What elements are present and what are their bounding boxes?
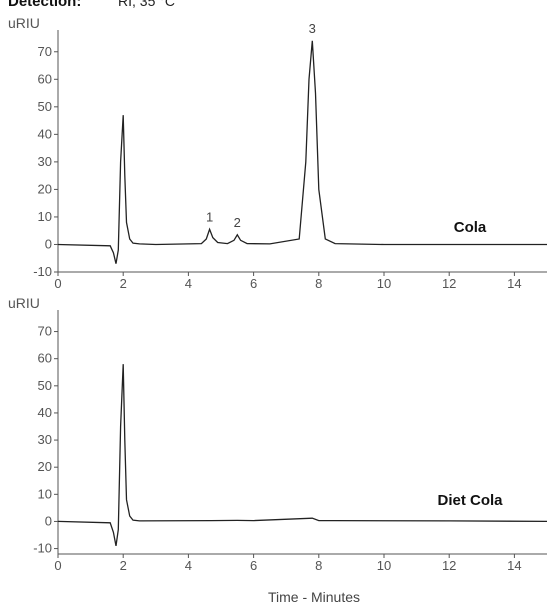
y-tick-label: -10 [33, 541, 52, 556]
x-tick-label: 14 [507, 558, 521, 573]
y-axis-unit-label: uRIU [8, 15, 40, 31]
y-tick-label: 20 [38, 181, 52, 196]
x-tick-label: 10 [377, 558, 391, 573]
y-axis-unit-label: uRIU [8, 295, 40, 311]
y-tick-label: 40 [38, 405, 52, 420]
y-tick-label: 60 [38, 351, 52, 366]
figure-header: Detection: RI, 35 °C [8, 0, 175, 10]
y-tick-label: 50 [38, 378, 52, 393]
chromatogram-trace [57, 364, 547, 547]
peak-label: 3 [309, 21, 316, 36]
y-tick-label: 50 [38, 99, 52, 114]
y-tick-label: 10 [38, 486, 52, 501]
sample-label: Diet Cola [437, 492, 503, 509]
x-tick-label: 8 [315, 558, 322, 573]
x-tick-label: 14 [507, 276, 521, 291]
x-tick-label: 12 [442, 276, 456, 291]
y-tick-label: 0 [45, 236, 52, 251]
y-tick-label: 10 [38, 209, 52, 224]
x-tick-label: 6 [250, 558, 257, 573]
sample-label: Cola [454, 219, 487, 236]
y-tick-label: 70 [38, 324, 52, 339]
y-tick-label: 0 [45, 513, 52, 528]
chromatogram-trace [57, 40, 547, 264]
x-tick-label: 2 [120, 276, 127, 291]
x-tick-label: 10 [377, 276, 391, 291]
x-tick-label: 2 [120, 558, 127, 573]
detection-label: Detection: [8, 0, 81, 10]
y-tick-label: 70 [38, 44, 52, 59]
x-tick-label: 6 [250, 276, 257, 291]
x-tick-label: 4 [185, 558, 192, 573]
peak-label: 2 [234, 215, 241, 230]
y-tick-label: 20 [38, 459, 52, 474]
x-tick-label: 4 [185, 276, 192, 291]
y-tick-label: 40 [38, 126, 52, 141]
peak-label: 1 [206, 209, 213, 224]
y-tick-label: 30 [38, 432, 52, 447]
y-tick-label: 30 [38, 154, 52, 169]
detection-value: RI, 35 °C [118, 0, 175, 9]
x-tick-label: 12 [442, 558, 456, 573]
x-tick-label: 0 [54, 558, 61, 573]
y-tick-label: 60 [38, 71, 52, 86]
x-tick-label: 0 [54, 276, 61, 291]
y-tick-label: -10 [33, 264, 52, 279]
x-tick-label: 8 [315, 276, 322, 291]
x-axis-label: Time - Minutes [268, 589, 360, 605]
